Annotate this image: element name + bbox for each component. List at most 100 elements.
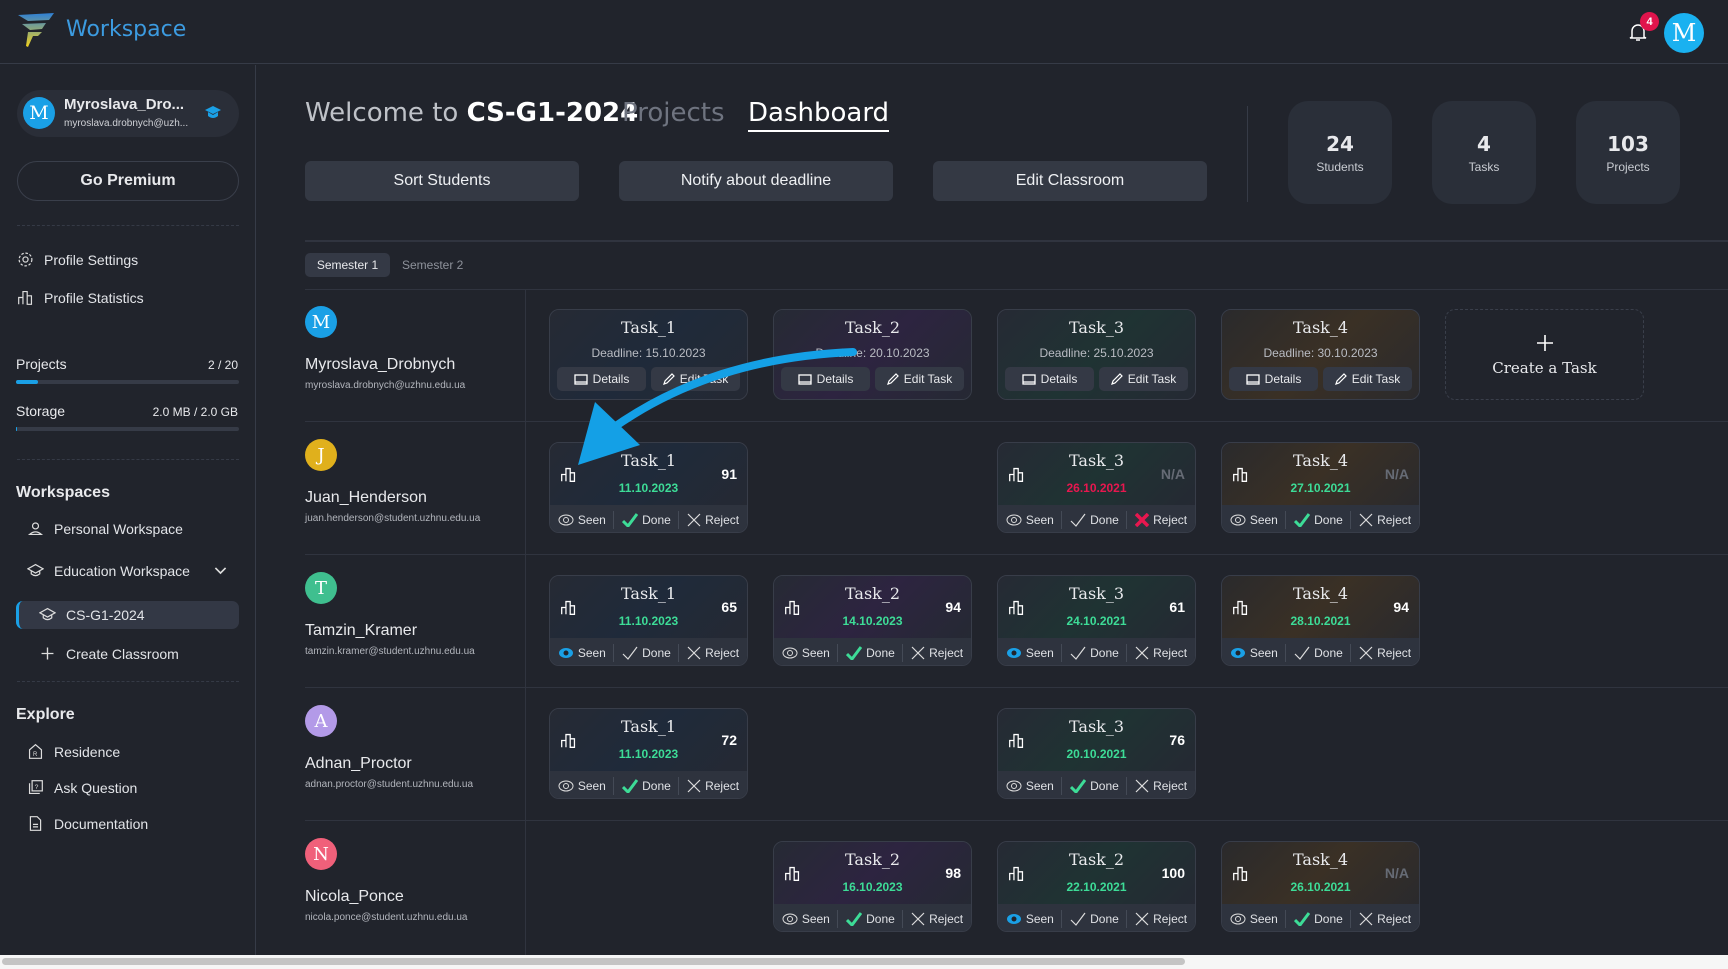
task-title: Task_3 [1068,584,1125,603]
horizontal-scrollbar[interactable] [0,955,1728,969]
sidebar-item-profile-settings[interactable]: Profile Settings [17,251,138,268]
sidebar-item-label: Ask Question [54,779,138,796]
app-title[interactable]: Workspace [66,17,187,42]
bar-chart-icon[interactable] [1232,599,1249,616]
student-email: adnan.proctor@student.uzhnu.edu.ua [305,779,474,790]
tab-dashboard[interactable]: Dashboard [748,98,890,132]
sidebar-item-cs-g1-2024[interactable]: CS-G1-2024 [16,601,239,629]
seen-button[interactable]: Seen [1006,912,1054,926]
details-button[interactable]: Details [557,367,646,391]
task-title: Task_2 [844,318,901,337]
sidebar-item-education-workspace[interactable]: Education Workspace [27,562,229,579]
student-name[interactable]: Juan_Henderson [305,489,427,506]
stat-students: 24 Students [1288,101,1392,204]
create-classroom-button[interactable]: Create Classroom [39,645,179,662]
bar-chart-icon[interactable] [1232,466,1249,483]
sidebar-item-ask-question[interactable]: ? Ask Question [27,779,137,796]
done-button[interactable]: Done [1070,779,1119,793]
tab-semester-1[interactable]: Semester 1 [305,253,390,277]
pencil-icon [662,373,675,385]
details-button[interactable]: Details [1229,367,1318,391]
seen-button[interactable]: Seen [782,646,830,660]
tab-projects[interactable]: Projects [622,98,725,128]
bar-chart-icon[interactable] [560,732,577,749]
seen-button[interactable]: Seen [782,912,830,926]
scrollbar-thumb[interactable] [2,958,1185,965]
reject-button[interactable]: Reject [1135,646,1187,660]
reject-button[interactable]: Reject [687,779,739,793]
student-avatar: M [305,306,337,338]
reject-label: Reject [1377,911,1412,926]
bar-chart-icon[interactable] [784,865,801,882]
notify-deadline-button[interactable]: Notify about deadline [619,161,893,201]
student-name[interactable]: Myroslava_Drobnych [305,356,456,373]
seen-button[interactable]: Seen [1006,513,1054,527]
sort-students-button[interactable]: Sort Students [305,161,579,201]
seen-button[interactable]: Seen [1230,513,1278,527]
done-button[interactable]: Done [622,779,671,793]
done-button[interactable]: Done [1294,912,1343,926]
student-name[interactable]: Adnan_Proctor [305,755,412,772]
bar-chart-icon[interactable] [1232,865,1249,882]
reject-button[interactable]: Reject [1359,513,1411,527]
details-button[interactable]: Details [781,367,870,391]
seen-button[interactable]: Seen [1230,646,1278,660]
reject-button[interactable]: Reject [687,513,739,527]
reject-button[interactable]: Reject [1135,912,1187,926]
bar-chart-icon[interactable] [560,466,577,483]
done-button[interactable]: Done [1294,646,1343,660]
reject-button[interactable]: Reject [911,912,963,926]
create-task-button[interactable]: Create a Task [1445,309,1644,400]
seen-button[interactable]: Seen [558,513,606,527]
edit-task-button[interactable]: Edit Task [651,367,740,391]
chevron-down-icon[interactable] [212,562,229,579]
student-name[interactable]: Nicola_Ponce [305,888,404,905]
reject-button[interactable]: Reject [1359,912,1411,926]
done-button[interactable]: Done [622,513,671,527]
bar-chart-icon[interactable] [1008,865,1025,882]
seen-button[interactable]: Seen [1006,779,1054,793]
details-button[interactable]: Details [1005,367,1094,391]
bar-chart-icon[interactable] [560,599,577,616]
bar-chart-icon[interactable] [1008,466,1025,483]
done-button[interactable]: Done [1070,646,1119,660]
task-title: Task_4 [1292,451,1349,470]
student-name[interactable]: Tamzin_Kramer [305,622,418,639]
seen-button[interactable]: Seen [558,779,606,793]
go-premium-button[interactable]: Go Premium [17,161,239,201]
task-title: Task_3 [1068,451,1125,470]
sidebar-item-residence[interactable]: R Residence [27,743,120,760]
edit-task-button[interactable]: Edit Task [1099,367,1188,391]
seen-button[interactable]: Seen [1230,912,1278,926]
seen-button[interactable]: Seen [1006,646,1054,660]
reject-button[interactable]: Reject [911,646,963,660]
reject-button[interactable]: Reject [1135,512,1188,527]
sidebar-item-personal-workspace[interactable]: Personal Workspace [27,520,183,537]
edit-task-button[interactable]: Edit Task [1323,367,1412,391]
edit-label: Edit Task [1351,372,1401,386]
reject-button[interactable]: Reject [1359,646,1411,660]
reject-button[interactable]: Reject [1135,779,1187,793]
score: 94 [1393,599,1409,615]
done-label: Done [1090,778,1119,793]
bar-chart-icon[interactable] [1008,599,1025,616]
done-button[interactable]: Done [846,646,895,660]
profile-card[interactable]: M Myroslava_Dro... myroslava.drobnych@uz… [17,90,239,137]
bar-chart-icon[interactable] [784,599,801,616]
done-button[interactable]: Done [1294,513,1343,527]
bar-chart-icon[interactable] [1008,732,1025,749]
reject-button[interactable]: Reject [687,646,739,660]
seen-button[interactable]: Seen [558,646,606,660]
sidebar-item-documentation[interactable]: Documentation [27,815,148,832]
edit-task-button[interactable]: Edit Task [875,367,964,391]
tab-semester-2[interactable]: Semester 2 [402,258,464,272]
done-button[interactable]: Done [1070,513,1119,527]
done-button[interactable]: Done [1070,912,1119,926]
user-avatar[interactable]: M [1664,13,1704,53]
edit-classroom-button[interactable]: Edit Classroom [933,161,1207,201]
reject-label: Reject [1153,512,1188,527]
done-button[interactable]: Done [846,912,895,926]
done-button[interactable]: Done [622,646,671,660]
submission-card: Task_4 27.10.2021 N/A Seen Done Reject [1221,442,1420,533]
sidebar-item-profile-statistics[interactable]: Profile Statistics [17,289,144,306]
